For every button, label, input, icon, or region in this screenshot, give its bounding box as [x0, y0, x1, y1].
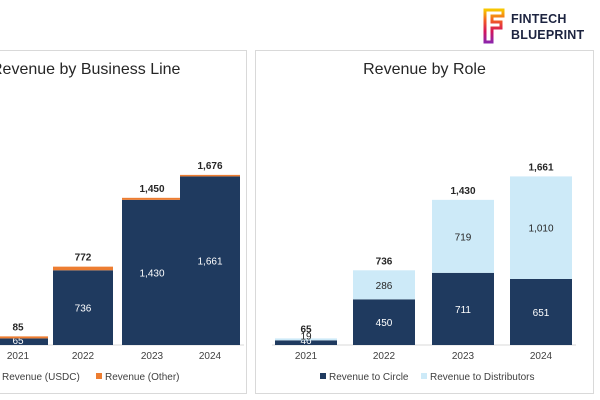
legend-label: Revenue to Distributors [430, 372, 535, 383]
x-tick-label: 2022 [373, 351, 396, 362]
legend-swatch [320, 373, 326, 379]
chart-plot-business-line: 65 85 2021 736 772 2022 1,430 1,450 2023 1,661 1,6… [0, 161, 244, 383]
data-label: 651 [533, 308, 550, 319]
legend-label: Revenue (Other) [105, 372, 179, 383]
bar-top-2022 [53, 266, 113, 271]
bar-top-2024 [180, 174, 240, 177]
bar-top-2024 [510, 176, 572, 279]
total-label: 1,430 [450, 186, 475, 197]
total-label: 85 [12, 322, 24, 333]
data-label: 1,430 [139, 268, 164, 279]
data-label: 65 [12, 336, 24, 347]
total-label: 1,450 [139, 184, 164, 195]
bar-bottom-2023 [432, 272, 494, 345]
logo-text-blueprint: BLUEPRINT [511, 28, 585, 42]
x-tick-label: 2024 [530, 351, 553, 362]
x-tick-label: 2024 [199, 351, 222, 362]
data-label: 450 [376, 318, 393, 329]
data-label: 711 [455, 305, 471, 316]
data-label: 19 [300, 331, 312, 342]
bar-bottom-2021 [0, 338, 48, 345]
data-label: 286 [376, 281, 393, 292]
bar-top-2021 [0, 336, 48, 339]
chart-panel-role: Revenue by Role 46 19 65 2021 450 286 736 2022 7… [255, 50, 594, 394]
bar-top-2022 [353, 270, 415, 300]
legend-swatch [421, 373, 427, 379]
bar-bottom-2024 [180, 176, 240, 345]
fintech-blueprint-logo-mark [483, 8, 505, 44]
bar-bottom-2022 [353, 299, 415, 345]
bar-bottom-2023 [122, 199, 182, 345]
x-tick-label: 2022 [72, 351, 95, 362]
bar-bottom-2022 [53, 270, 113, 345]
total-label: 736 [376, 256, 393, 267]
bar-bottom-2021 [275, 340, 337, 345]
chart-title: Revenue by Role [363, 61, 486, 78]
x-tick-label: 2023 [452, 351, 475, 362]
total-label: 65 [300, 324, 312, 335]
total-label: 772 [75, 253, 92, 264]
total-label: 1,661 [528, 162, 553, 173]
legend-label: Revenue to Circle [329, 372, 409, 383]
legend-label: Revenue (USDC) [2, 372, 80, 383]
logo-text-fintech: FINTECH [511, 12, 567, 26]
total-label: 1,676 [197, 161, 222, 172]
fintech-blueprint-logo: FINTECH BLUEPRINT [483, 8, 598, 44]
data-label: 719 [455, 232, 472, 243]
bar-top-2023 [122, 197, 182, 200]
chart-panel-business-line: Revenue by Business Line 65 85 2021 736 772 2… [0, 50, 247, 394]
bar-bottom-2024 [510, 278, 572, 345]
x-tick-label: 2023 [141, 351, 164, 362]
data-label: 1,661 [197, 257, 222, 268]
data-label: 46 [300, 336, 312, 347]
x-tick-label: 2021 [7, 351, 30, 362]
bar-top-2023 [432, 199, 494, 273]
data-label: 1,010 [528, 224, 553, 235]
data-label: 736 [75, 304, 92, 315]
bar-top-2021 [275, 338, 337, 341]
legend-swatch [96, 373, 102, 379]
x-tick-label: 2021 [295, 351, 318, 362]
chart-title: Revenue by Business Line [0, 61, 181, 78]
